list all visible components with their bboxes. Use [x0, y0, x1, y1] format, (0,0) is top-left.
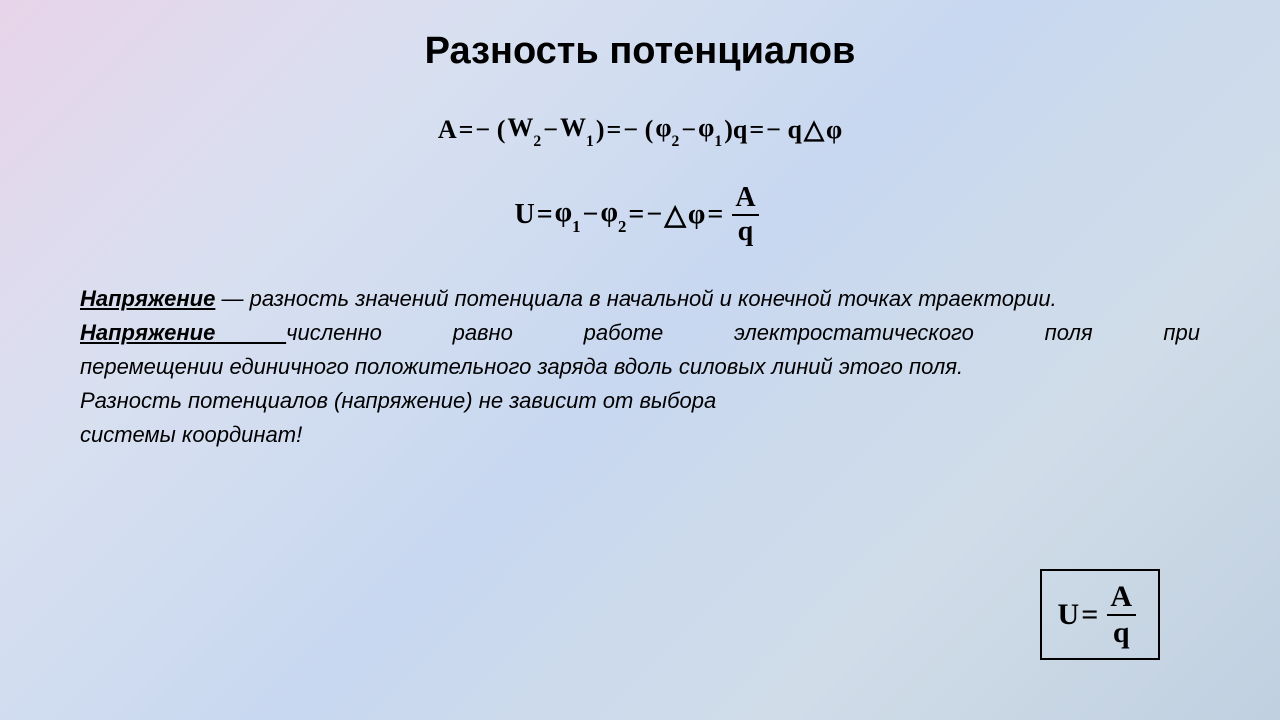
formula-2-block: U = φ1 − φ2 = − △ φ = A q [80, 183, 1200, 246]
f2-minus: − [583, 199, 599, 231]
f2-neg: − [646, 199, 662, 231]
f1-p1-prefix: − ( [475, 115, 505, 145]
f2-eq3: = [707, 199, 723, 231]
definition-2-word: численно [286, 320, 452, 345]
f1-w1: W1 [560, 113, 594, 147]
slide-container: Разность потенциалов A = − ( W2 − W1 ) =… [0, 0, 1280, 720]
definition-2-word: электростатического [734, 320, 1045, 345]
definition-2-word: равно [453, 320, 584, 345]
f1-phi: φ [826, 115, 842, 145]
f2-fraction: A q [729, 183, 761, 246]
f2-eq: = [537, 199, 553, 231]
term-voltage-2: Напряжение [80, 320, 286, 345]
f1-phi2-sym: φ [655, 113, 671, 142]
boxed-formula-content: U = A q [1058, 581, 1142, 648]
definition-2-word: при [1163, 320, 1200, 345]
f1-w2: W2 [507, 113, 541, 147]
f1-delta: △ [804, 115, 824, 145]
boxed-formula: U = A q [1040, 569, 1160, 660]
definition-2-line2: перемещении единичного положительного за… [80, 350, 1200, 384]
note-line-1: Разность потенциалов (напряжение) не зав… [80, 384, 1200, 418]
f2-phi2-sub: 2 [618, 217, 626, 236]
fbox-frac-den: q [1107, 614, 1136, 649]
f2-lhs: U [514, 199, 534, 231]
note-line-2: системы координат! [80, 418, 1200, 452]
formula-1: A = − ( W2 − W1 ) = − ( φ2 − φ1 )q = − q… [438, 113, 842, 147]
f2-phi1-sym: φ [555, 197, 572, 228]
fbox-lhs: U [1058, 598, 1080, 632]
fbox-frac-num: A [1104, 581, 1138, 614]
fbox-eq: = [1081, 598, 1098, 632]
definition-2-line1: Напряжение численно равно работе электро… [80, 316, 1200, 350]
f1-rhs: − q [766, 115, 802, 145]
f2-frac-den: q [732, 214, 760, 246]
f1-phi1-sym: φ [698, 113, 714, 142]
f2-phi1-sub: 1 [572, 217, 580, 236]
definition-1-rest: — разность значений потенциала в начальн… [215, 286, 1056, 311]
definition-2-word: поля [1045, 320, 1164, 345]
f1-phi2: φ2 [655, 113, 679, 147]
f1-p2-suffix: )q [724, 115, 747, 145]
f1-lhs: A [438, 115, 457, 145]
f2-frac-num: A [729, 183, 761, 213]
f1-w2-sub: 2 [533, 133, 541, 150]
f2-delta: △ [664, 198, 686, 232]
f1-eq3: = [749, 115, 764, 145]
definition-1: Напряжение — разность значений потенциал… [80, 282, 1200, 316]
f1-eq2: = [607, 115, 622, 145]
f2-phi2-sym: φ [601, 197, 618, 228]
f1-w2-sym: W [507, 113, 533, 142]
f2-phi2: φ2 [601, 197, 627, 233]
fbox-fraction: A q [1104, 581, 1138, 648]
f1-minus: − [543, 115, 558, 145]
f2-eq2: = [628, 199, 644, 231]
f1-phi2-sub: 2 [672, 133, 680, 150]
f1-w1-sub: 1 [586, 133, 594, 150]
f2-phi1: φ1 [555, 197, 581, 233]
formula-1-block: A = − ( W2 − W1 ) = − ( φ2 − φ1 )q = − q… [80, 113, 1200, 147]
slide-title: Разность потенциалов [80, 30, 1200, 73]
f1-phi1: φ1 [698, 113, 722, 147]
definition-2-word: работе [584, 320, 734, 345]
f1-w1-sym: W [560, 113, 586, 142]
f1-eq: = [459, 115, 474, 145]
body-text: Напряжение — разность значений потенциал… [80, 282, 1200, 452]
term-voltage-1: Напряжение [80, 286, 215, 311]
formula-2: U = φ1 − φ2 = − △ φ = A q [514, 183, 765, 246]
f1-minus2: − [681, 115, 696, 145]
f2-phi: φ [688, 199, 705, 231]
f1-phi1-sub: 1 [714, 133, 722, 150]
f1-p1-suffix: ) [596, 115, 605, 145]
f1-p2-prefix: − ( [623, 115, 653, 145]
